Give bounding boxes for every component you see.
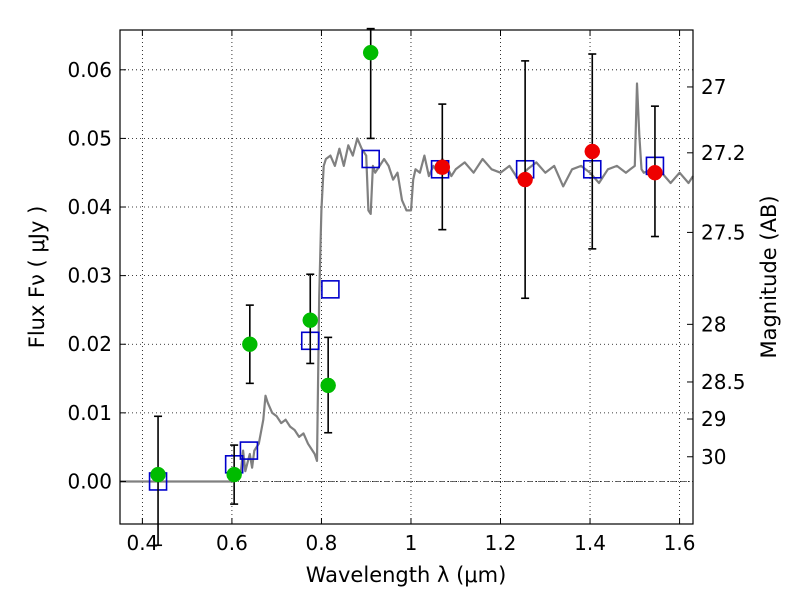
spectrum-line [120, 82, 694, 483]
x-axis-label: Wavelength λ (μm) [306, 563, 507, 587]
x-tick-label: 1.6 [664, 531, 696, 555]
x-tick-label: 0.4 [126, 531, 158, 555]
y-axis-right-label: Magnitude (AB) [757, 195, 781, 358]
plot-frame [119, 29, 694, 525]
model-square [239, 441, 259, 460]
y-tick-label: 0.06 [67, 58, 112, 82]
data-point [517, 171, 533, 188]
right-tick-label: 28 [701, 312, 726, 336]
model-spectrum [120, 82, 694, 483]
x-tick-label: 1.2 [485, 531, 517, 555]
right-tick-label: 29 [701, 407, 726, 431]
grid [120, 30, 693, 524]
y-tick-label: 0.01 [67, 401, 112, 425]
data-point [242, 336, 258, 352]
x-tick-label: 0.6 [216, 531, 248, 555]
tick-labels: 0.4 0.6 0.8 1 1.2 1.4 1.6 0.00 0.01 0.02 0.03 0.04 0… [67, 58, 745, 555]
data-point [226, 466, 242, 483]
y-tick-label: 0.03 [67, 264, 112, 288]
right-tick-label: 28.5 [701, 370, 746, 394]
x-tick-label: 1.4 [574, 531, 606, 555]
model-band-squares [148, 149, 665, 491]
data-point [647, 164, 663, 181]
data-point [362, 44, 379, 61]
y-tick-label: 0.00 [67, 469, 112, 493]
model-square [321, 280, 340, 299]
y-tick-label: 0.02 [67, 332, 112, 356]
y-axis-label: Flux Fν ( μJy ) [25, 206, 49, 349]
error-bars [154, 27, 659, 547]
y-tick-label: 0.04 [67, 195, 112, 219]
data-point [434, 159, 451, 175]
data-point [320, 377, 336, 394]
x-tick-label: 0.8 [306, 531, 338, 555]
data-point [302, 312, 319, 328]
right-tick-label: 27.5 [701, 220, 746, 244]
x-tick-label: 1 [405, 531, 418, 555]
data-point [584, 143, 601, 160]
observed-points [150, 44, 663, 483]
right-tick-label: 27.2 [701, 141, 746, 165]
data-point [150, 466, 166, 483]
right-tick-label: 27 [701, 75, 726, 99]
model-square [361, 149, 380, 169]
right-tick-label: 30 [701, 445, 726, 469]
axis-ticks [120, 30, 693, 524]
y-tick-label: 0.05 [67, 126, 112, 150]
